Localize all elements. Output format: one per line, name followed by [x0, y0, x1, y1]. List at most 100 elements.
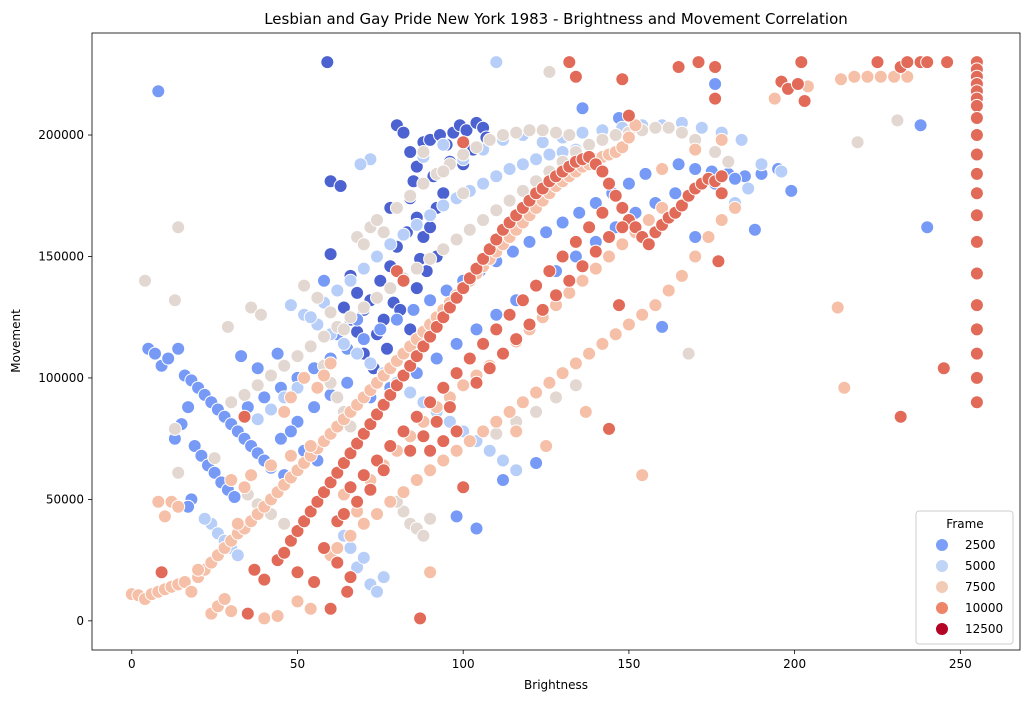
data-point [476, 176, 491, 191]
data-point [370, 407, 384, 422]
data-point [343, 528, 358, 543]
data-point [608, 128, 623, 142]
data-point [469, 322, 484, 337]
data-point [323, 305, 338, 320]
data-point [688, 162, 703, 176]
data-point [890, 113, 905, 128]
x-tick-label: 250 [949, 657, 972, 671]
data-point [250, 378, 265, 393]
data-point [409, 281, 424, 296]
data-point [582, 346, 597, 361]
data-point [297, 370, 312, 385]
data-point [635, 468, 650, 483]
data-point [860, 69, 875, 84]
y-axis-ticks: 0 50000 100000 150000 200000 [38, 128, 92, 628]
data-point [655, 200, 670, 215]
data-point [708, 77, 723, 91]
data-point [509, 332, 524, 347]
data-point [403, 385, 418, 400]
data-point [237, 409, 252, 424]
x-tick-label: 100 [452, 657, 475, 671]
data-point [237, 387, 252, 402]
data-point [449, 509, 464, 524]
data-point [969, 166, 984, 181]
data-point [187, 439, 202, 453]
data-point [416, 528, 431, 543]
data-point [330, 541, 345, 555]
x-tick-label: 200 [783, 657, 806, 671]
data-point [264, 402, 278, 417]
data-point [207, 451, 222, 466]
data-point [522, 317, 537, 332]
data-point [469, 261, 484, 276]
data-point [969, 208, 984, 223]
legend-marker [935, 538, 949, 552]
data-point [496, 473, 510, 487]
data-point [542, 375, 557, 390]
legend: Frame 2500 5000 7500 10000 12500 [915, 510, 1014, 645]
data-point [257, 572, 272, 587]
data-point [456, 378, 471, 393]
data-point [171, 499, 186, 514]
data-point [575, 273, 590, 288]
data-point [969, 298, 984, 313]
data-point [648, 298, 663, 313]
data-point [462, 271, 477, 286]
data-point [257, 390, 272, 405]
data-point [671, 157, 686, 172]
data-point [489, 232, 504, 247]
data-point [728, 171, 742, 186]
data-point [423, 329, 438, 344]
data-point [356, 516, 371, 531]
data-point [940, 55, 955, 70]
data-point [244, 468, 259, 483]
data-point [482, 361, 497, 376]
data-point [396, 125, 411, 140]
data-point [436, 242, 451, 257]
points-layer [124, 55, 984, 626]
data-point [456, 281, 471, 296]
data-point [688, 142, 703, 157]
data-point [688, 230, 703, 244]
data-point [356, 261, 371, 276]
data-point [588, 261, 603, 276]
data-point [383, 237, 398, 252]
data-point [181, 400, 196, 415]
data-point [542, 147, 557, 162]
data-point [456, 147, 471, 162]
data-point [674, 198, 689, 213]
data-point [409, 409, 424, 424]
data-point [608, 188, 623, 203]
data-point [283, 424, 298, 439]
data-point [509, 424, 524, 439]
data-point [969, 98, 984, 113]
data-point [568, 378, 583, 393]
data-point [370, 453, 384, 468]
data-point [277, 545, 292, 560]
data-point [671, 60, 686, 74]
data-point [449, 290, 464, 305]
data-point [273, 431, 288, 446]
data-point [482, 132, 497, 147]
data-point [303, 601, 318, 616]
data-point [535, 123, 550, 138]
data-point [323, 601, 338, 616]
data-point [403, 443, 418, 458]
data-point [330, 390, 345, 405]
data-point [290, 565, 305, 580]
data-point [343, 570, 358, 585]
data-point [628, 118, 643, 133]
data-point [754, 157, 769, 172]
data-point [277, 516, 292, 531]
data-point [383, 387, 398, 402]
data-point [837, 380, 852, 395]
data-point [502, 404, 517, 419]
data-point [602, 421, 616, 436]
data-point [290, 349, 305, 364]
data-point [230, 516, 245, 531]
data-point [522, 123, 537, 138]
data-point [562, 285, 577, 300]
data-point [462, 434, 477, 449]
data-point [157, 509, 172, 524]
data-point [588, 244, 603, 259]
